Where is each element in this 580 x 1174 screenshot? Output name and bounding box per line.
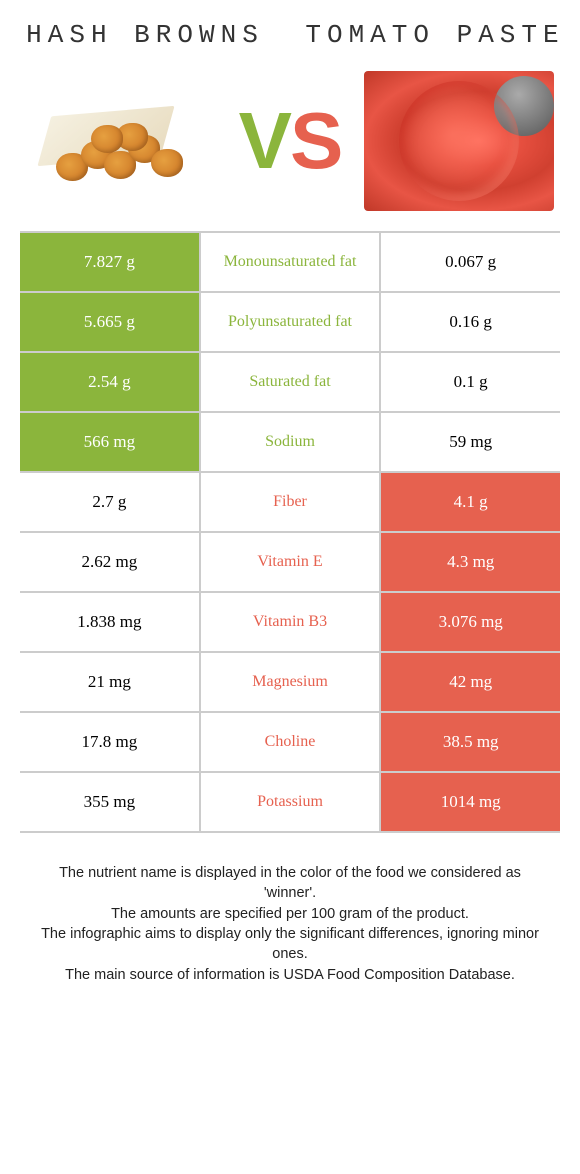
table-row: 21 mgMagnesium42 mg xyxy=(20,653,560,713)
footer-line: The nutrient name is displayed in the co… xyxy=(40,863,540,904)
value-left: 2.54 g xyxy=(20,353,201,411)
vs-label: VS xyxy=(239,95,342,187)
nutrient-label: Saturated fat xyxy=(201,353,380,411)
value-left: 5.665 g xyxy=(20,293,201,351)
nutrient-label: Vitamin B3 xyxy=(201,593,380,651)
header: Hash browns Tomato paste xyxy=(0,0,580,61)
table-row: 1.838 mgVitamin B33.076 mg xyxy=(20,593,560,653)
title-left: Hash browns xyxy=(15,20,276,51)
value-left: 7.827 g xyxy=(20,233,201,291)
value-left: 566 mg xyxy=(20,413,201,471)
value-left: 355 mg xyxy=(20,773,201,831)
footer-line: The infographic aims to display only the… xyxy=(40,924,540,965)
table-row: 2.7 gFiber4.1 g xyxy=(20,473,560,533)
nutrient-label: Sodium xyxy=(201,413,380,471)
nutrient-label: Vitamin E xyxy=(201,533,380,591)
value-right: 4.1 g xyxy=(379,473,560,531)
value-right: 3.076 mg xyxy=(379,593,560,651)
vs-v: V xyxy=(239,96,290,185)
nutrient-label: Monounsaturated fat xyxy=(201,233,380,291)
tomato-paste-image xyxy=(364,71,554,211)
value-right: 0.067 g xyxy=(379,233,560,291)
footer-line: The amounts are specified per 100 gram o… xyxy=(40,904,540,924)
table-row: 5.665 gPolyunsaturated fat0.16 g xyxy=(20,293,560,353)
value-right: 0.1 g xyxy=(379,353,560,411)
footer-line: The main source of information is USDA F… xyxy=(40,965,540,985)
nutrient-label: Choline xyxy=(201,713,380,771)
value-right: 0.16 g xyxy=(379,293,560,351)
footer-notes: The nutrient name is displayed in the co… xyxy=(0,833,580,1015)
table-row: 355 mgPotassium1014 mg xyxy=(20,773,560,833)
nutrient-label: Fiber xyxy=(201,473,380,531)
nutrient-label: Polyunsaturated fat xyxy=(201,293,380,351)
value-right: 1014 mg xyxy=(379,773,560,831)
nutrient-label: Potassium xyxy=(201,773,380,831)
table-row: 566 mgSodium59 mg xyxy=(20,413,560,473)
value-left: 2.7 g xyxy=(20,473,201,531)
nutrient-label: Magnesium xyxy=(201,653,380,711)
value-right: 38.5 mg xyxy=(379,713,560,771)
value-left: 2.62 mg xyxy=(20,533,201,591)
value-left: 1.838 mg xyxy=(20,593,201,651)
value-left: 21 mg xyxy=(20,653,201,711)
value-left: 17.8 mg xyxy=(20,713,201,771)
vs-s: S xyxy=(290,96,341,185)
table-row: 2.62 mgVitamin E4.3 mg xyxy=(20,533,560,593)
table-row: 2.54 gSaturated fat0.1 g xyxy=(20,353,560,413)
value-right: 59 mg xyxy=(379,413,560,471)
nutrient-table: 7.827 gMonounsaturated fat0.067 g5.665 g… xyxy=(20,231,560,833)
table-row: 7.827 gMonounsaturated fat0.067 g xyxy=(20,233,560,293)
title-right: Tomato paste xyxy=(305,20,566,51)
hash-browns-image xyxy=(26,71,216,211)
value-right: 42 mg xyxy=(379,653,560,711)
value-right: 4.3 mg xyxy=(379,533,560,591)
table-row: 17.8 mgCholine38.5 mg xyxy=(20,713,560,773)
images-row: VS xyxy=(0,61,580,231)
